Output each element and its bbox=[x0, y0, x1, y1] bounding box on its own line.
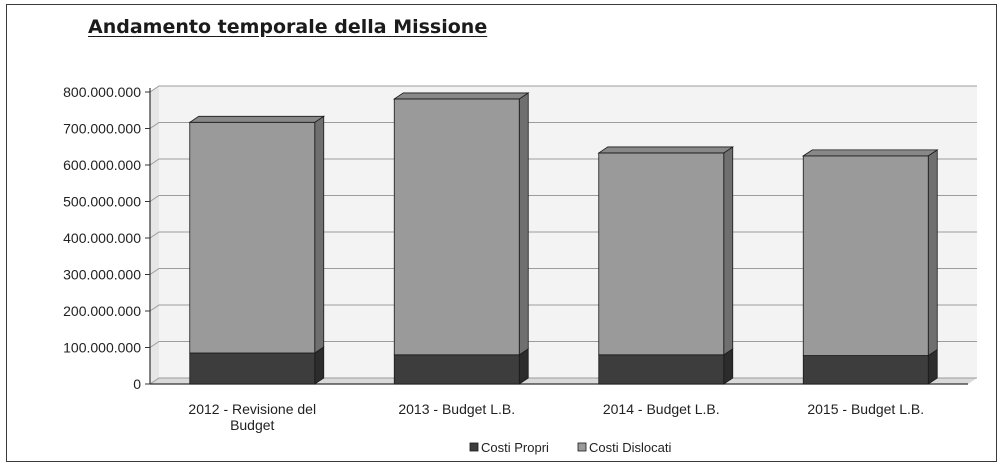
legend-swatch-costi-propri bbox=[469, 442, 479, 452]
bar-segment-costi-propri bbox=[598, 354, 725, 385]
bar-segment-costi-dislocati bbox=[802, 155, 929, 356]
y-tick-label: 300.000.000 bbox=[63, 267, 141, 283]
bar-top-face bbox=[801, 149, 939, 157]
y-tick-label: 200.000.000 bbox=[63, 303, 141, 319]
y-tick-label: 400.000.000 bbox=[63, 230, 141, 246]
x-tick-label: 2014 - Budget L.B. bbox=[603, 401, 720, 417]
bar-side-costi-dislocati bbox=[723, 146, 734, 356]
bar-side-costi-dislocati bbox=[518, 92, 529, 356]
legend-swatch-costi-dislocati bbox=[577, 442, 587, 452]
x-tick-label: Budget bbox=[230, 417, 274, 433]
bar-side-costi-dislocati bbox=[314, 115, 325, 354]
bar-segment-costi-propri bbox=[393, 354, 520, 385]
bar-top-face bbox=[188, 115, 326, 123]
bar-top-face bbox=[597, 146, 735, 154]
y-tick-label: 700.000.000 bbox=[63, 121, 141, 137]
legend-label-costi-dislocati: Costi Dislocati bbox=[589, 440, 671, 455]
y-tick-label: 600.000.000 bbox=[63, 157, 141, 173]
y-tick-label: 100.000.000 bbox=[63, 340, 141, 356]
bar-side-costi-dislocati bbox=[927, 149, 938, 357]
x-tick-label: 2012 - Revisione del bbox=[188, 401, 316, 417]
legend-label-costi-propri: Costi Propri bbox=[481, 440, 549, 455]
bar-top-face bbox=[392, 92, 530, 100]
gridline bbox=[149, 85, 977, 93]
bar-segment-costi-dislocati bbox=[393, 98, 520, 356]
y-tick-label: 0 bbox=[133, 376, 141, 392]
bar-segment-costi-dislocati bbox=[189, 121, 316, 354]
chart-title: Andamento temporale della Missione bbox=[88, 16, 488, 38]
x-tick-label: 2013 - Budget L.B. bbox=[398, 401, 515, 417]
y-tick-label: 500.000.000 bbox=[63, 194, 141, 210]
bar-segment-costi-propri bbox=[802, 355, 929, 385]
y-tick-label: 800.000.000 bbox=[63, 84, 141, 100]
bar-segment-costi-propri bbox=[189, 352, 316, 385]
plot-floor bbox=[150, 378, 977, 384]
bar-segment-costi-dislocati bbox=[598, 152, 725, 356]
x-tick-label: 2015 - Budget L.B. bbox=[807, 401, 924, 417]
gridline bbox=[149, 122, 977, 129]
